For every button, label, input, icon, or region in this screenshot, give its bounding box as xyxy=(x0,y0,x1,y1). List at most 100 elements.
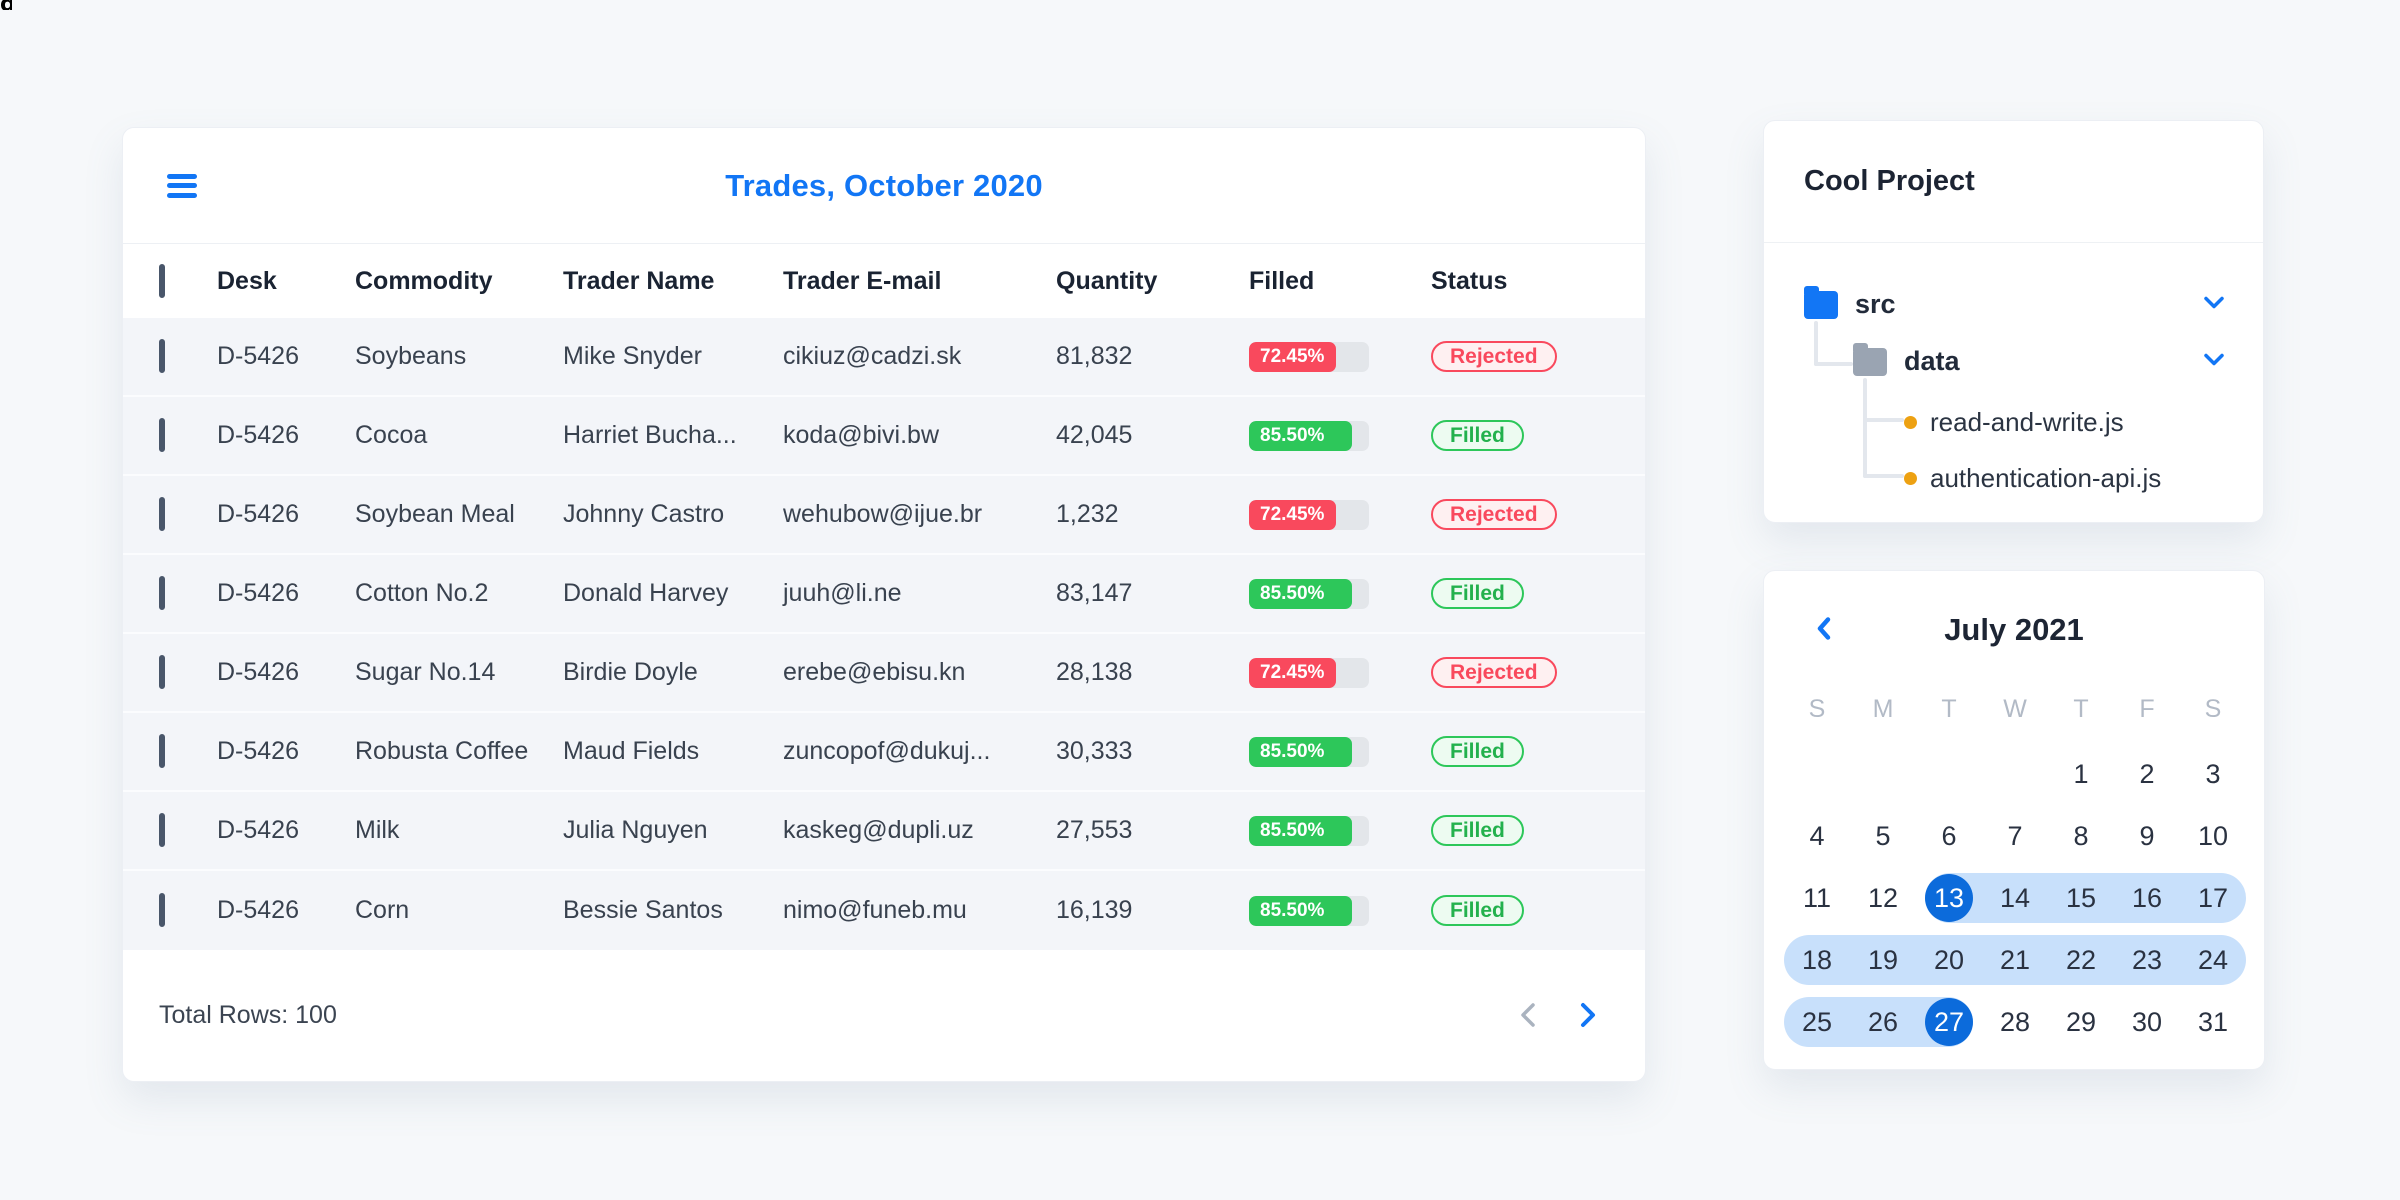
status-badge: Rejected xyxy=(1431,657,1557,689)
calendar-day-empty xyxy=(1850,743,1916,805)
row-checkbox[interactable] xyxy=(159,418,165,452)
calendar-day[interactable]: 9 xyxy=(2114,805,2180,867)
calendar-day[interactable]: 25 xyxy=(1784,991,1850,1053)
calendar-day[interactable]: 19 xyxy=(1850,929,1916,991)
calendar-day[interactable]: 24 xyxy=(2180,929,2246,991)
calendar-day[interactable]: 11 xyxy=(1784,867,1850,929)
calendar-day-number: 25 xyxy=(1801,1006,1833,1037)
calendar-day-number: 11 xyxy=(1802,882,1832,913)
tree-item-file[interactable]: read-and-write.js xyxy=(1904,407,2124,438)
selected-range-band xyxy=(2180,935,2246,985)
calendar-header: July 2021 xyxy=(1784,571,2244,689)
calendar-day[interactable]: 30 xyxy=(2114,991,2180,1053)
calendar-day-number: 27 xyxy=(1933,1006,1965,1037)
cell-trader-name: Harriet Bucha... xyxy=(563,421,737,449)
calendar-day[interactable]: 2 xyxy=(2114,743,2180,805)
calendar-day[interactable]: 10 xyxy=(2180,805,2246,867)
folder-label: data xyxy=(1904,346,1960,376)
trades-card-header: Trades, October 2020 xyxy=(123,128,1645,244)
table-body: D-5426 Soybeans Mike Snyder cikiuz@cadzi.sk… xyxy=(123,318,1645,950)
selected-range-band xyxy=(1784,997,1850,1047)
calendar-day[interactable]: 29 xyxy=(2048,991,2114,1053)
calendar-day[interactable]: 14 xyxy=(1982,867,2048,929)
row-checkbox[interactable] xyxy=(159,497,165,531)
row-checkbox[interactable] xyxy=(159,734,165,768)
calendar-day[interactable]: 21 xyxy=(1982,929,2048,991)
calendar-day[interactable]: 1 xyxy=(2048,743,2114,805)
selected-range-band xyxy=(2048,935,2114,985)
calendar-day[interactable]: 6 xyxy=(1916,805,1982,867)
calendar-day[interactable]: 28 xyxy=(1982,991,2048,1053)
chevron-down-icon[interactable] xyxy=(2203,295,2225,314)
cell-commodity: Sugar No.14 xyxy=(355,658,496,686)
file-tree: src data read-and-write.js authen xyxy=(1764,243,2263,522)
column-header-commodity: Commodity xyxy=(355,266,493,295)
calendar-day[interactable]: 5 xyxy=(1850,805,1916,867)
hamburger-menu-icon[interactable] xyxy=(167,173,197,198)
calendar-day-number: 23 xyxy=(2131,944,2163,975)
calendar-day[interactable]: 7 xyxy=(1982,805,2048,867)
chevron-right-icon xyxy=(1581,1003,1595,1027)
calendar-day[interactable]: 23 xyxy=(2114,929,2180,991)
table-row: D-5426 Soybean Meal Johnny Castro wehubow@i… xyxy=(123,476,1645,555)
calendar-week-row: 18 19 20 21 22 23 24 xyxy=(1784,929,2246,991)
status-badge: Filled xyxy=(1431,895,1524,927)
row-checkbox[interactable] xyxy=(159,339,165,373)
calendar-day[interactable]: 8 xyxy=(2048,805,2114,867)
column-header-quantity: Quantity xyxy=(1056,266,1158,295)
selected-range-band xyxy=(2114,873,2180,923)
calendar-week-row: 25 26 27 28 29 30 31 xyxy=(1784,991,2244,1053)
calendar-day[interactable]: 13 xyxy=(1916,867,1982,929)
calendar-day[interactable]: 12 xyxy=(1850,867,1916,929)
tree-item-src[interactable]: src xyxy=(1804,285,2225,320)
calendar-day-number: 22 xyxy=(2065,944,2097,975)
previous-month-button[interactable] xyxy=(1816,617,1832,644)
calendar-day-number: 26 xyxy=(1867,1006,1899,1037)
calendar-day[interactable]: 18 xyxy=(1784,929,1850,991)
calendar-day-number: 12 xyxy=(1867,882,1899,913)
table-footer: Total Rows: 100 xyxy=(123,949,1645,1081)
calendar-day[interactable]: 20 xyxy=(1916,929,1982,991)
table-row: D-5426 Corn Bessie Santos nimo@funeb.mu 16,1… xyxy=(123,871,1645,950)
select-all-checkbox[interactable] xyxy=(159,263,165,298)
chevron-down-icon[interactable] xyxy=(2203,352,2225,371)
cell-trader-name: Maud Fields xyxy=(563,737,700,765)
calendar-day[interactable]: 31 xyxy=(2180,991,2246,1053)
previous-page-button[interactable] xyxy=(1515,1002,1541,1028)
table-header-row: Desk Commodity Trader Name Trader E-mail… xyxy=(123,244,1645,318)
calendar-day[interactable]: 17 xyxy=(2180,867,2246,929)
calendar-day[interactable]: 16 xyxy=(2114,867,2180,929)
cell-commodity: Milk xyxy=(355,816,400,844)
cell-desk: D-5426 xyxy=(217,816,299,844)
cell-trader-email: cikiuz@cadzi.sk xyxy=(783,342,962,370)
column-header-status: Status xyxy=(1431,266,1508,295)
tree-item-data[interactable]: data xyxy=(1853,342,2225,377)
filled-progress-bar: 72.45% xyxy=(1249,657,1369,688)
tree-connector xyxy=(1863,474,1904,478)
tree-connector xyxy=(1814,321,1818,366)
filled-progress-bar: 85.50% xyxy=(1249,815,1369,846)
calendar-day[interactable]: 3 xyxy=(2180,743,2246,805)
next-page-button[interactable] xyxy=(1575,1002,1601,1028)
day-header: S xyxy=(2204,694,2222,723)
cell-trader-email: juuh@li.ne xyxy=(783,579,902,607)
calendar-day-number: 29 xyxy=(2065,1006,2097,1037)
row-checkbox[interactable] xyxy=(159,893,165,927)
filled-percent-label: 85.50% xyxy=(1260,582,1325,604)
calendar-day[interactable]: 26 xyxy=(1850,991,1916,1053)
calendar-day-number: 21 xyxy=(1999,944,2031,975)
row-checkbox[interactable] xyxy=(159,813,165,847)
calendar-week-row: 1 2 3 xyxy=(1784,743,2244,805)
calendar-day[interactable]: 4 xyxy=(1784,805,1850,867)
calendar-day[interactable]: 22 xyxy=(2048,929,2114,991)
calendar-day[interactable]: 27 xyxy=(1916,991,1982,1053)
row-checkbox[interactable] xyxy=(159,655,165,689)
calendar-day-number: 2 xyxy=(2139,758,2155,789)
row-checkbox[interactable] xyxy=(159,576,165,610)
cell-trader-email: wehubow@ijue.br xyxy=(783,500,983,528)
table-row: D-5426 Cocoa Harriet Bucha... koda@bivi.bw 4… xyxy=(123,397,1645,476)
selected-range-band xyxy=(2180,873,2246,923)
calendar-day[interactable]: 15 xyxy=(2048,867,2114,929)
tree-item-file[interactable]: authentication-api.js xyxy=(1904,463,2161,494)
calendar-day-number: 20 xyxy=(1933,944,1965,975)
